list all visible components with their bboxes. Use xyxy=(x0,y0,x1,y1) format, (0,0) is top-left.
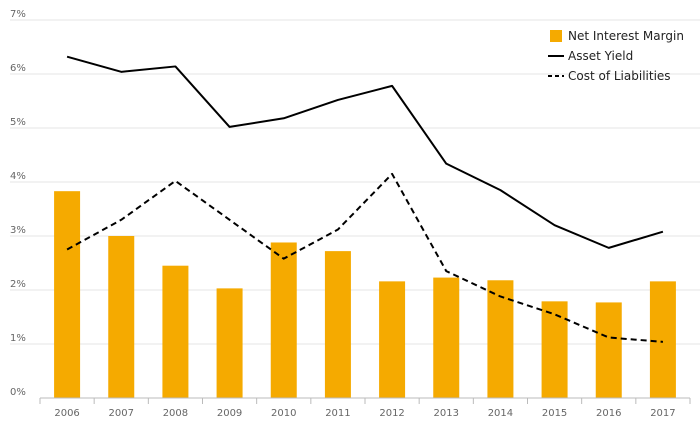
bar xyxy=(433,277,460,398)
x-tick-label: 2009 xyxy=(217,408,242,419)
legend: Net Interest Margin Asset Yield Cost of Li… xyxy=(548,29,684,83)
bar xyxy=(216,288,243,398)
y-tick-label: 5% xyxy=(10,117,26,128)
x-tick-label: 2015 xyxy=(542,408,567,419)
x-tick-label: 2016 xyxy=(596,408,621,419)
x-tick-label: 2007 xyxy=(109,408,134,419)
x-tick-label: 2008 xyxy=(163,408,188,419)
bar-series xyxy=(54,191,676,398)
y-tick-label: 2% xyxy=(10,279,26,290)
y-tick-label: 7% xyxy=(10,9,26,20)
y-tick-label: 0% xyxy=(10,387,26,398)
bar xyxy=(162,265,189,398)
bar xyxy=(487,280,514,398)
legend-label: Asset Yield xyxy=(568,49,633,63)
legend-label: Net Interest Margin xyxy=(568,29,684,43)
legend-label: Cost of Liabilities xyxy=(568,69,671,83)
y-tick-label: 6% xyxy=(10,63,26,74)
bar xyxy=(541,301,568,398)
bar xyxy=(324,251,351,398)
bar xyxy=(595,302,622,398)
line-series xyxy=(66,55,664,343)
x-tick-label: 2012 xyxy=(379,408,404,419)
series-line xyxy=(66,172,663,343)
bar xyxy=(270,242,297,398)
x-tick-label: 2006 xyxy=(54,408,79,419)
legend-swatch xyxy=(550,30,562,42)
bar xyxy=(649,281,676,398)
x-tick-label: 2010 xyxy=(271,408,296,419)
bar xyxy=(379,281,406,398)
y-tick-label: 1% xyxy=(10,333,26,344)
x-tick-label: 2017 xyxy=(650,408,675,419)
x-tick-label: 2014 xyxy=(488,408,513,419)
axes: 0% 1% 2% 3% 4% 5% 6% 7% 2006 2007 2008 2009 2010 2011… xyxy=(10,9,691,419)
x-tick-label: 2011 xyxy=(325,408,350,419)
y-tick-label: 4% xyxy=(10,171,26,182)
x-tick-label: 2013 xyxy=(434,408,459,419)
series-line xyxy=(66,55,664,249)
bar xyxy=(108,236,135,398)
bar xyxy=(54,191,81,398)
y-tick-label: 3% xyxy=(10,225,26,236)
